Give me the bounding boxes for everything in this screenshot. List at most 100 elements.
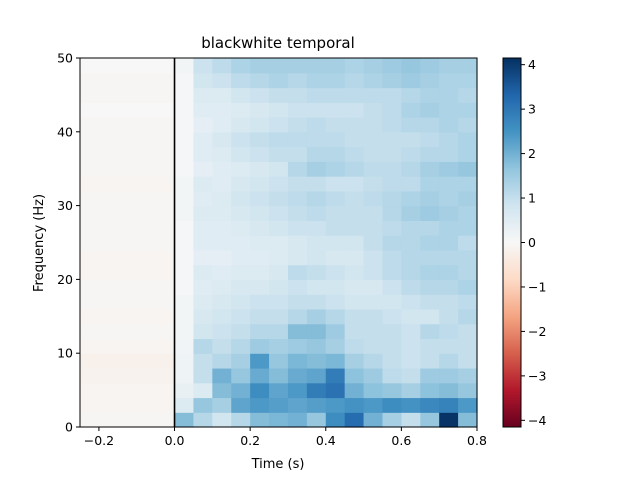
heatmap-cell [306,397,327,413]
heatmap-cell [287,58,308,74]
heatmap-cell [344,161,365,177]
heatmap-cell [174,220,195,236]
heatmap-cell [363,161,384,177]
heatmap-cell [401,176,421,192]
heatmap-cell [439,397,459,413]
heatmap-cell [439,412,459,428]
heatmap-cell [325,205,346,221]
colorbar-tick-label: 3 [528,102,536,117]
heatmap-cell [212,264,232,280]
heatmap-cell [174,117,195,133]
heatmap-cell [325,102,346,118]
heatmap-cell [363,249,384,266]
heatmap-cell [269,249,289,266]
heatmap-cell [250,176,270,192]
heatmap-cell [439,367,459,384]
heatmap-cell [231,102,251,118]
heatmap-cell [212,161,232,177]
heatmap-cell [382,353,402,369]
heatmap-cell [80,367,176,384]
colorbar-tick-label: 1 [528,191,536,206]
heatmap-cell [363,294,384,310]
heatmap-cell [382,412,402,428]
heatmap-cell [231,397,251,413]
heatmap-cell [212,58,232,74]
heatmap-cell [250,367,270,384]
heatmap-cell [439,235,459,251]
x-tick-label: 0.8 [467,433,487,448]
heatmap-cell [344,205,365,221]
heatmap-cell [250,338,270,354]
heatmap-cell [306,87,327,103]
heatmap-cell [250,323,270,340]
heatmap-cell [193,58,213,74]
heatmap-cell [269,102,289,118]
heatmap-cell [401,353,421,369]
plot-frame [79,57,478,428]
heatmap-cell [193,176,213,192]
heatmap-cell [363,205,384,221]
heatmap-cell [193,353,213,369]
colorbar-ticks: 4 3 2 1 0 −1 −2 −3 −4 [521,57,546,428]
heatmap-cell [231,131,251,148]
heatmap-cell [382,87,402,103]
heatmap-cell [439,131,459,148]
heatmap-cell [325,146,346,162]
heatmap-cell [231,308,251,325]
heatmap-cell [269,190,289,207]
heatmap-cell [306,264,327,280]
chart-title: blackwhite temporal [201,34,355,52]
heatmap-cell [231,161,251,177]
heatmap-cell [344,353,365,369]
heatmap-cell [250,264,270,280]
heatmap-cell [344,264,365,280]
heatmap-cell [458,146,478,162]
heatmap-cell [325,397,346,413]
heatmap-cell [458,161,478,177]
heatmap-cell [250,87,270,103]
heatmap-cell [212,205,232,221]
heatmap-cell [363,279,384,295]
heatmap-cell [193,220,213,236]
colorbar-tick-label: 0 [528,235,536,250]
heatmap-cell [250,235,270,251]
heatmap-cell [174,412,195,428]
heatmap-cell [80,102,176,118]
heatmap-cell [174,205,195,221]
heatmap-cell [174,190,195,207]
heatmap-cell [269,220,289,236]
heatmap-cell [382,117,402,133]
heatmap-cell [250,412,270,428]
heatmap-cell [382,235,402,251]
heatmap-cell [287,72,308,89]
heatmap-cell [363,102,384,118]
heatmap-cell [306,58,327,74]
heatmap-cell [212,367,232,384]
heatmap-cell [80,264,176,280]
heatmap-cell [80,323,176,340]
heatmap-cell [287,308,308,325]
heatmap-cell [250,102,270,118]
heatmap-cell [287,353,308,369]
heatmap-cell [193,294,213,310]
heatmap-cell [287,131,308,148]
heatmap-cell [382,146,402,162]
heatmap-cell [382,338,402,354]
heatmap-cell [439,353,459,369]
heatmap-cell [212,131,232,148]
heatmap-cell [212,87,232,103]
heatmap-cell [193,279,213,295]
heatmap-cell [250,294,270,310]
heatmap-cell [363,131,384,148]
heatmap-cell [287,279,308,295]
colorbar-tick-label: 4 [528,57,536,72]
heatmap-cell [231,205,251,221]
heatmap-cell [420,190,440,207]
heatmap-cell [231,353,251,369]
heatmap-cell [193,367,213,384]
heatmap-cell [325,190,346,207]
heatmap-cell [344,58,365,74]
x-tick-label: 0.4 [316,433,336,448]
heatmap-cell [269,382,289,399]
heatmap-cell [344,102,365,118]
